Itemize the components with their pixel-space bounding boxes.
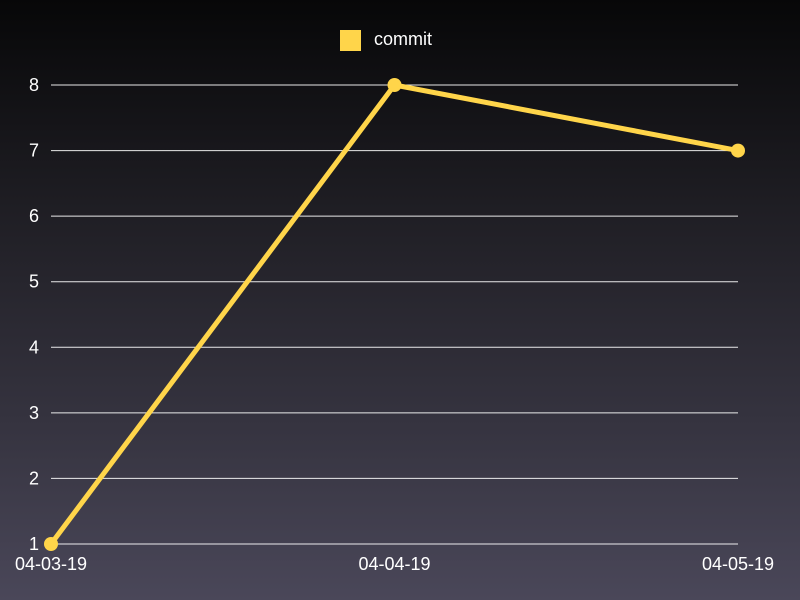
series-line [48,82,741,547]
y-axis-tick-labels: 1 2 3 4 5 6 7 8 [29,75,39,554]
x-tick-label: 04-05-19 [702,554,774,574]
data-point [387,78,402,92]
legend-swatch-commit[interactable] [340,30,361,51]
y-tick-label: 7 [29,141,39,161]
y-tick-label: 2 [29,468,39,488]
y-tick-label: 6 [29,206,39,226]
gridlines [51,84,738,545]
data-point [44,537,58,551]
y-tick-label: 4 [29,337,39,357]
series-commit [44,78,745,551]
legend-label-commit[interactable]: commit [374,29,432,49]
x-axis-tick-labels: 04-03-19 04-04-19 04-05-19 [15,554,774,574]
y-tick-label: 1 [29,534,39,554]
y-tick-label: 8 [29,75,39,95]
x-tick-label: 04-03-19 [15,554,87,574]
y-tick-label: 5 [29,272,39,292]
data-point [731,143,745,158]
x-tick-label: 04-04-19 [358,554,430,574]
legend[interactable]: commit [340,29,432,51]
y-tick-label: 3 [29,403,39,423]
